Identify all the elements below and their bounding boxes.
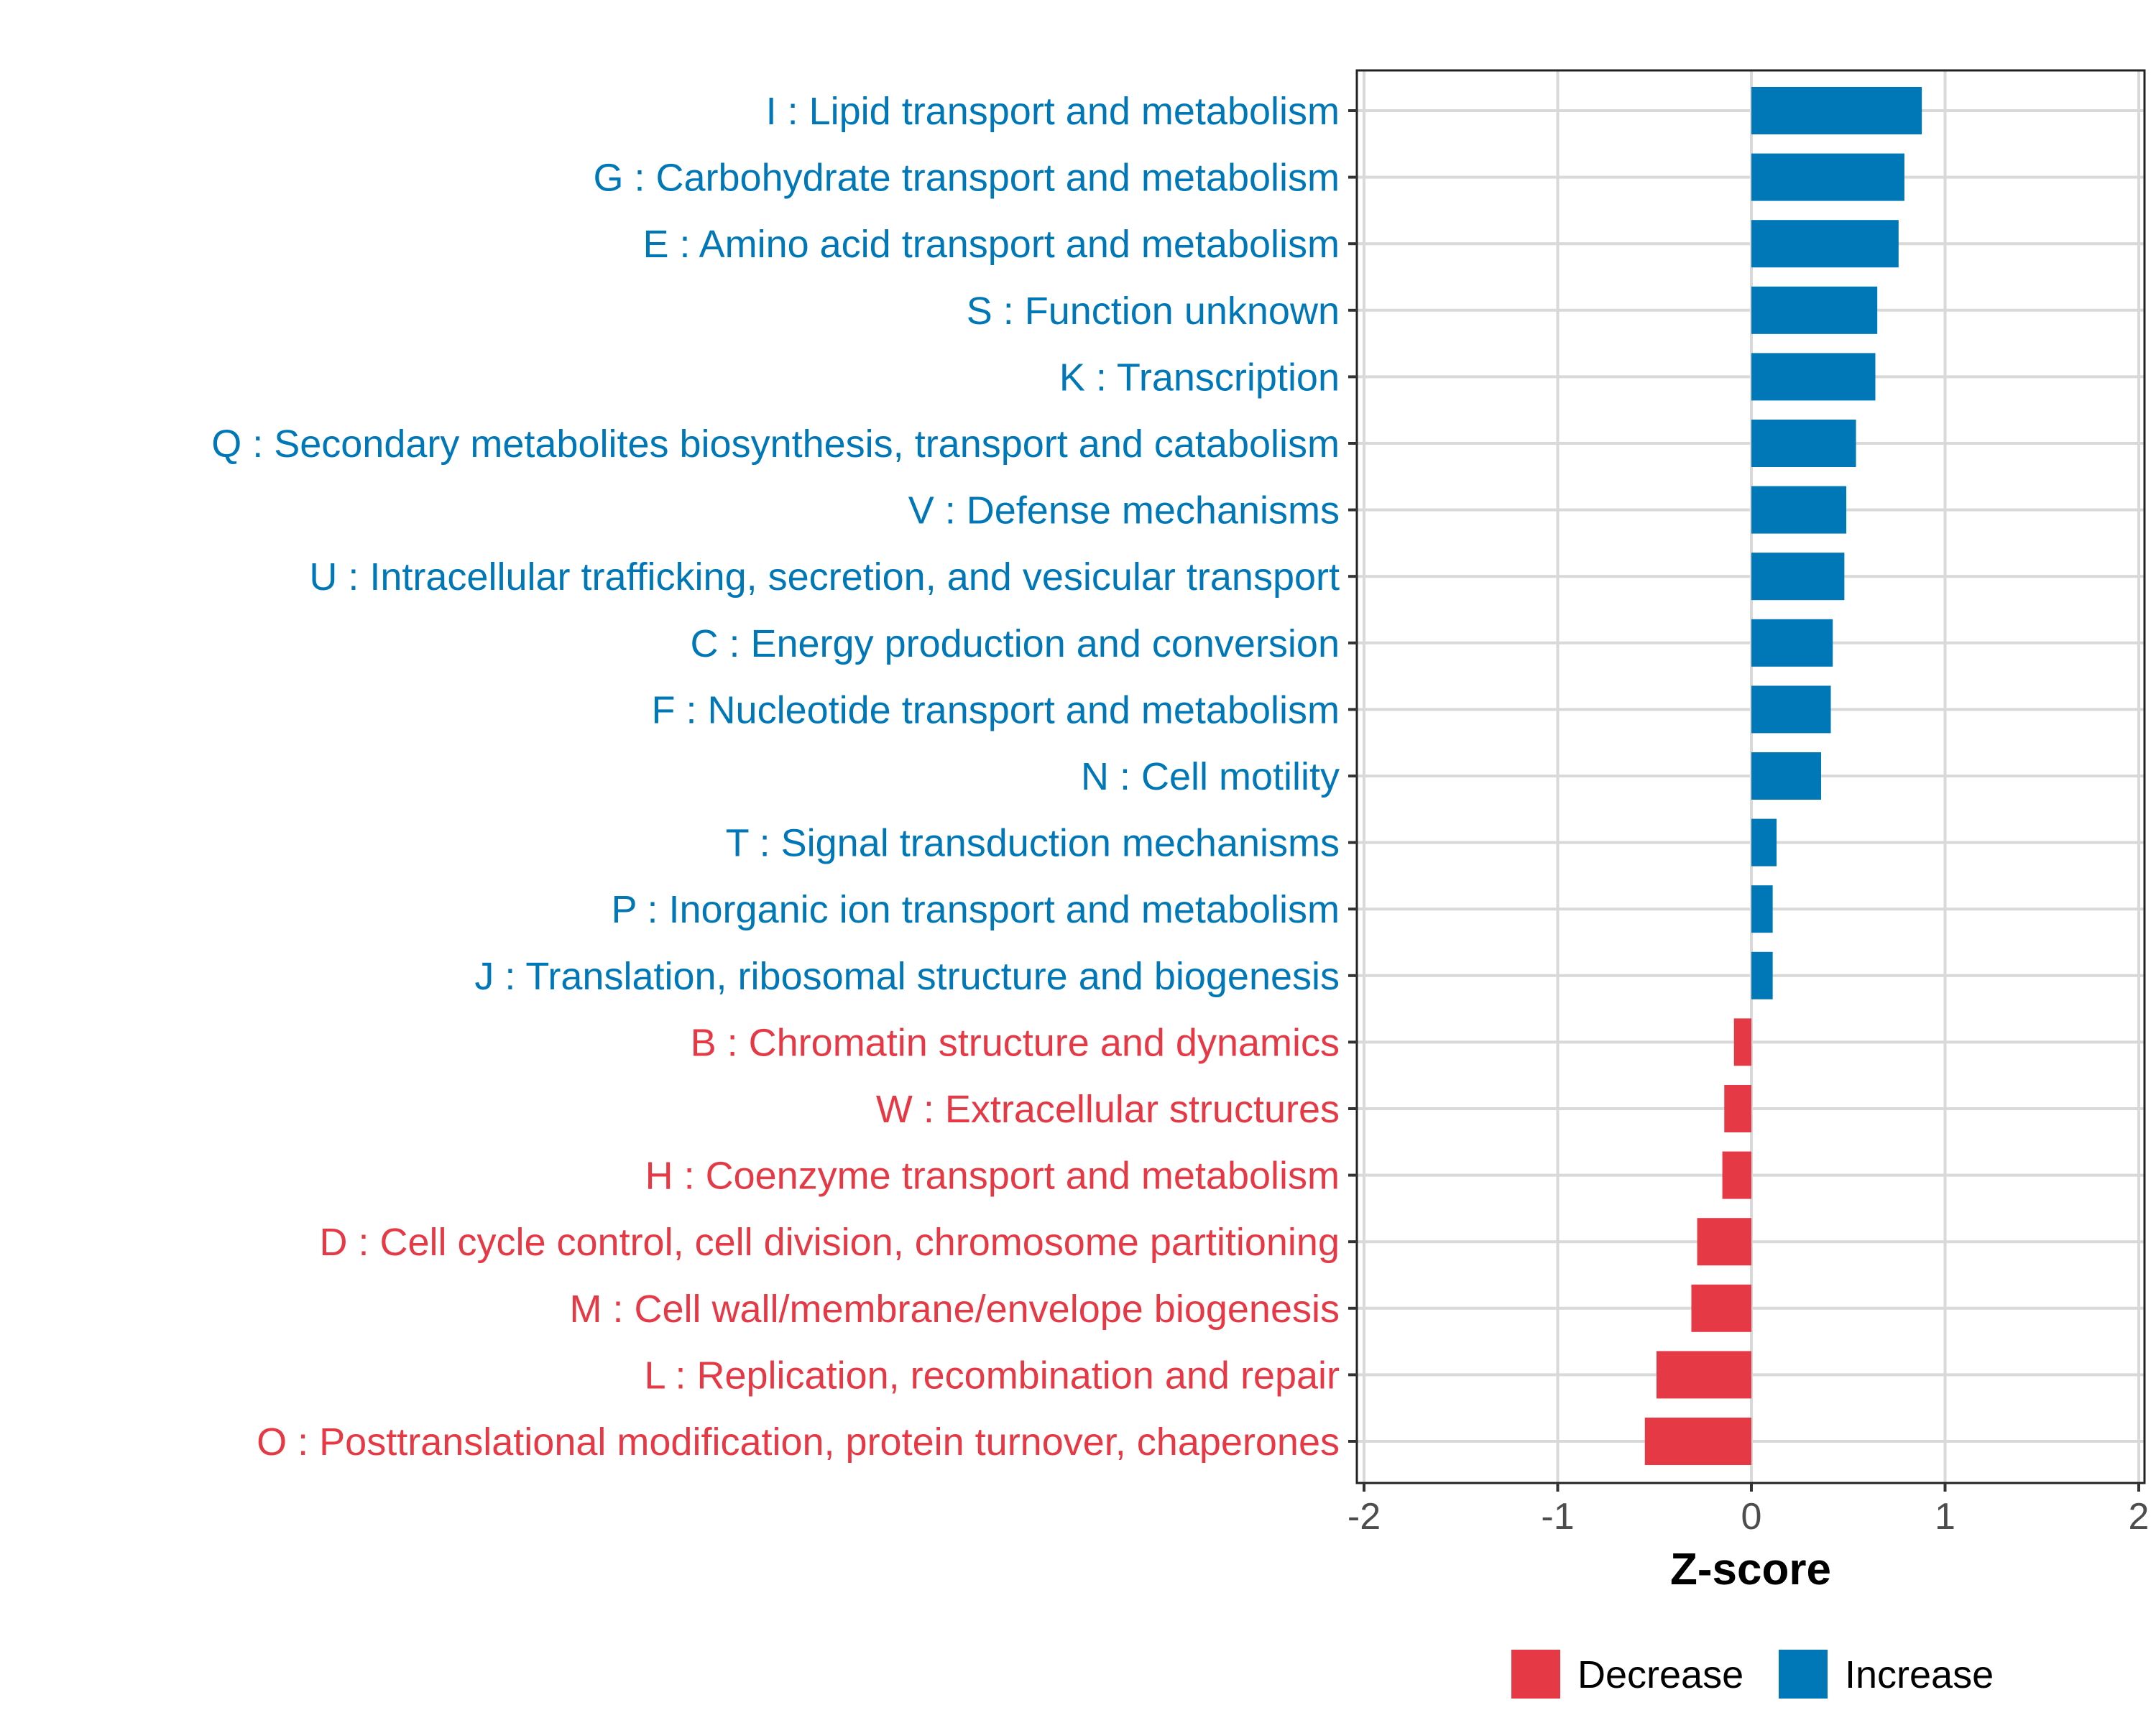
- bar-10: [1751, 752, 1822, 800]
- y-tick-label-17: D : Cell cycle control, cell division, c…: [319, 1221, 1340, 1264]
- bar-16: [1722, 1151, 1751, 1199]
- bar-7: [1751, 553, 1845, 601]
- bar-18: [1691, 1284, 1751, 1332]
- bar-15: [1724, 1085, 1751, 1132]
- bar-9: [1751, 685, 1831, 734]
- bars-layer: [1644, 87, 1922, 1465]
- legend-key-increase: [1779, 1650, 1828, 1699]
- bar-14: [1733, 1018, 1751, 1066]
- bar-0: [1751, 87, 1922, 134]
- bar-13: [1751, 951, 1773, 999]
- y-tick-label-2: E : Amino acid transport and metabolism: [643, 223, 1340, 266]
- bar-8: [1751, 619, 1833, 667]
- y-tick-label-8: C : Energy production and conversion: [690, 622, 1340, 665]
- y-tick-label-13: J : Translation, ribosomal structure and…: [474, 955, 1340, 998]
- x-tick-label-1: -1: [1541, 1496, 1574, 1538]
- y-tick-label-19: L : Replication, recombination and repai…: [644, 1354, 1340, 1397]
- bar-12: [1751, 885, 1773, 933]
- y-tick-label-3: S : Function unknown: [967, 290, 1340, 333]
- y-tick-label-5: Q : Secondary metabolites biosynthesis, …: [211, 422, 1340, 466]
- y-tick-label-6: V : Defense mechanisms: [908, 489, 1340, 532]
- bar-2: [1751, 220, 1899, 268]
- y-tick-label-18: M : Cell wall/membrane/envelope biogenes…: [569, 1288, 1340, 1331]
- x-tick-label-3: 1: [1935, 1496, 1955, 1538]
- legend: Decrease Increase: [1511, 1650, 1994, 1699]
- bar-5: [1751, 420, 1856, 467]
- x-tick-label-4: 2: [2129, 1496, 2150, 1538]
- y-tick-label-14: B : Chromatin structure and dynamics: [691, 1021, 1340, 1064]
- bar-17: [1697, 1218, 1751, 1266]
- y-tick-label-0: I : Lipid transport and metabolism: [766, 90, 1340, 133]
- bar-20: [1644, 1418, 1751, 1465]
- y-tick-label-11: T : Signal transduction mechanisms: [726, 822, 1340, 865]
- x-axis: -2 -1 0 1 2: [1348, 1483, 2150, 1538]
- y-tick-label-12: P : Inorganic ion transport and metaboli…: [611, 888, 1340, 931]
- bar-4: [1751, 353, 1876, 401]
- y-tick-label-10: N : Cell motility: [1081, 755, 1340, 798]
- y-tick-label-16: H : Coenzyme transport and metabolism: [645, 1155, 1340, 1198]
- bar-19: [1656, 1351, 1751, 1399]
- bar-11: [1751, 818, 1777, 867]
- y-tick-label-1: G : Carbohydrate transport and metabolis…: [594, 157, 1340, 200]
- y-tick-label-4: K : Transcription: [1059, 356, 1340, 399]
- bar-1: [1751, 153, 1904, 201]
- x-tick-label-2: 0: [1741, 1496, 1762, 1538]
- x-axis-title: Z-score: [1670, 1545, 1831, 1594]
- y-axis: I : Lipid transport and metabolism G : Ca…: [211, 90, 1357, 1464]
- y-tick-label-15: W : Extracellular structures: [876, 1088, 1340, 1131]
- y-tick-label-7: U : Intracellular trafficking, secretion…: [309, 555, 1340, 599]
- legend-label-decrease: Decrease: [1577, 1653, 1743, 1696]
- y-tick-label-20: O : Posttranslational modification, prot…: [257, 1420, 1340, 1464]
- bar-6: [1751, 486, 1847, 534]
- bar-3: [1751, 286, 1878, 334]
- x-tick-label-0: -2: [1348, 1496, 1381, 1538]
- y-tick-label-9: F : Nucleotide transport and metabolism: [652, 688, 1340, 731]
- legend-key-decrease: [1511, 1650, 1560, 1699]
- legend-label-increase: Increase: [1845, 1653, 1994, 1696]
